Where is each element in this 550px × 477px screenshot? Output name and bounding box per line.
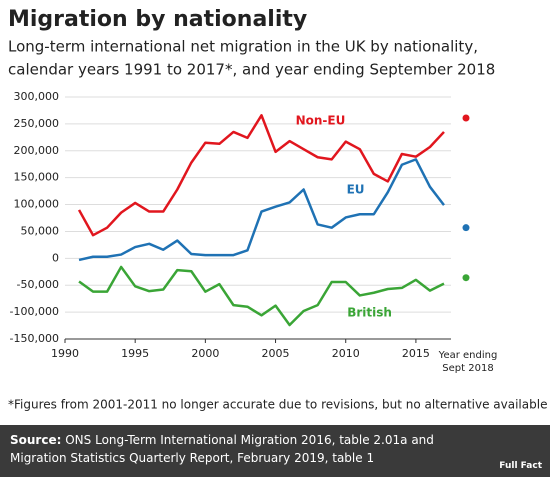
source-label: Source: [10, 433, 62, 447]
y-tick-label: 300,000 [14, 90, 60, 103]
x-tick-label: 2005 [262, 347, 290, 360]
footnote: *Figures from 2001-2011 no longer accura… [8, 398, 547, 412]
series-line [78, 158, 445, 262]
series-label: Non-EU [296, 114, 346, 128]
subtitle: Long-term international net migration in… [8, 38, 478, 56]
y-tick-label: 150,000 [14, 171, 60, 184]
x-tick-label: 1995 [121, 347, 149, 360]
series-label: EU [347, 183, 365, 197]
x-tick-label: 1990 [51, 347, 79, 360]
x-tick-label: 2010 [332, 347, 360, 360]
chart: Migration by nationality Long-term inter… [8, 7, 547, 412]
series-label: British [347, 306, 392, 320]
x-tick-label: Year ending [438, 350, 498, 361]
series-line [77, 114, 445, 237]
x-tick-label: 2000 [191, 347, 219, 360]
source-text: ONS Long-Term International Migration 20… [10, 433, 434, 465]
latest-point [462, 114, 470, 122]
y-tick-label: -50,000 [17, 278, 59, 291]
latest-point [462, 224, 470, 232]
y-tick-label: 100,000 [14, 198, 60, 211]
y-tick-label: 200,000 [14, 144, 60, 157]
x-tick-label: 2015 [402, 347, 430, 360]
logo: Full Fact [499, 461, 542, 471]
y-tick-label: 50,000 [21, 224, 60, 237]
x-tick-label: Sept 2018 [442, 363, 493, 374]
chart-title: Migration by nationality [8, 7, 307, 32]
y-tick-label: 250,000 [14, 117, 60, 130]
y-tick-label: 0 [52, 251, 59, 264]
latest-point [462, 274, 470, 282]
y-tick-label: -150,000 [10, 332, 59, 345]
series-line [78, 265, 445, 327]
subtitle: calendar years 1991 to 2017*, and year e… [8, 61, 495, 79]
y-tick-label: -100,000 [10, 305, 59, 318]
source: Source: ONS Long-Term International Migr… [0, 425, 550, 477]
